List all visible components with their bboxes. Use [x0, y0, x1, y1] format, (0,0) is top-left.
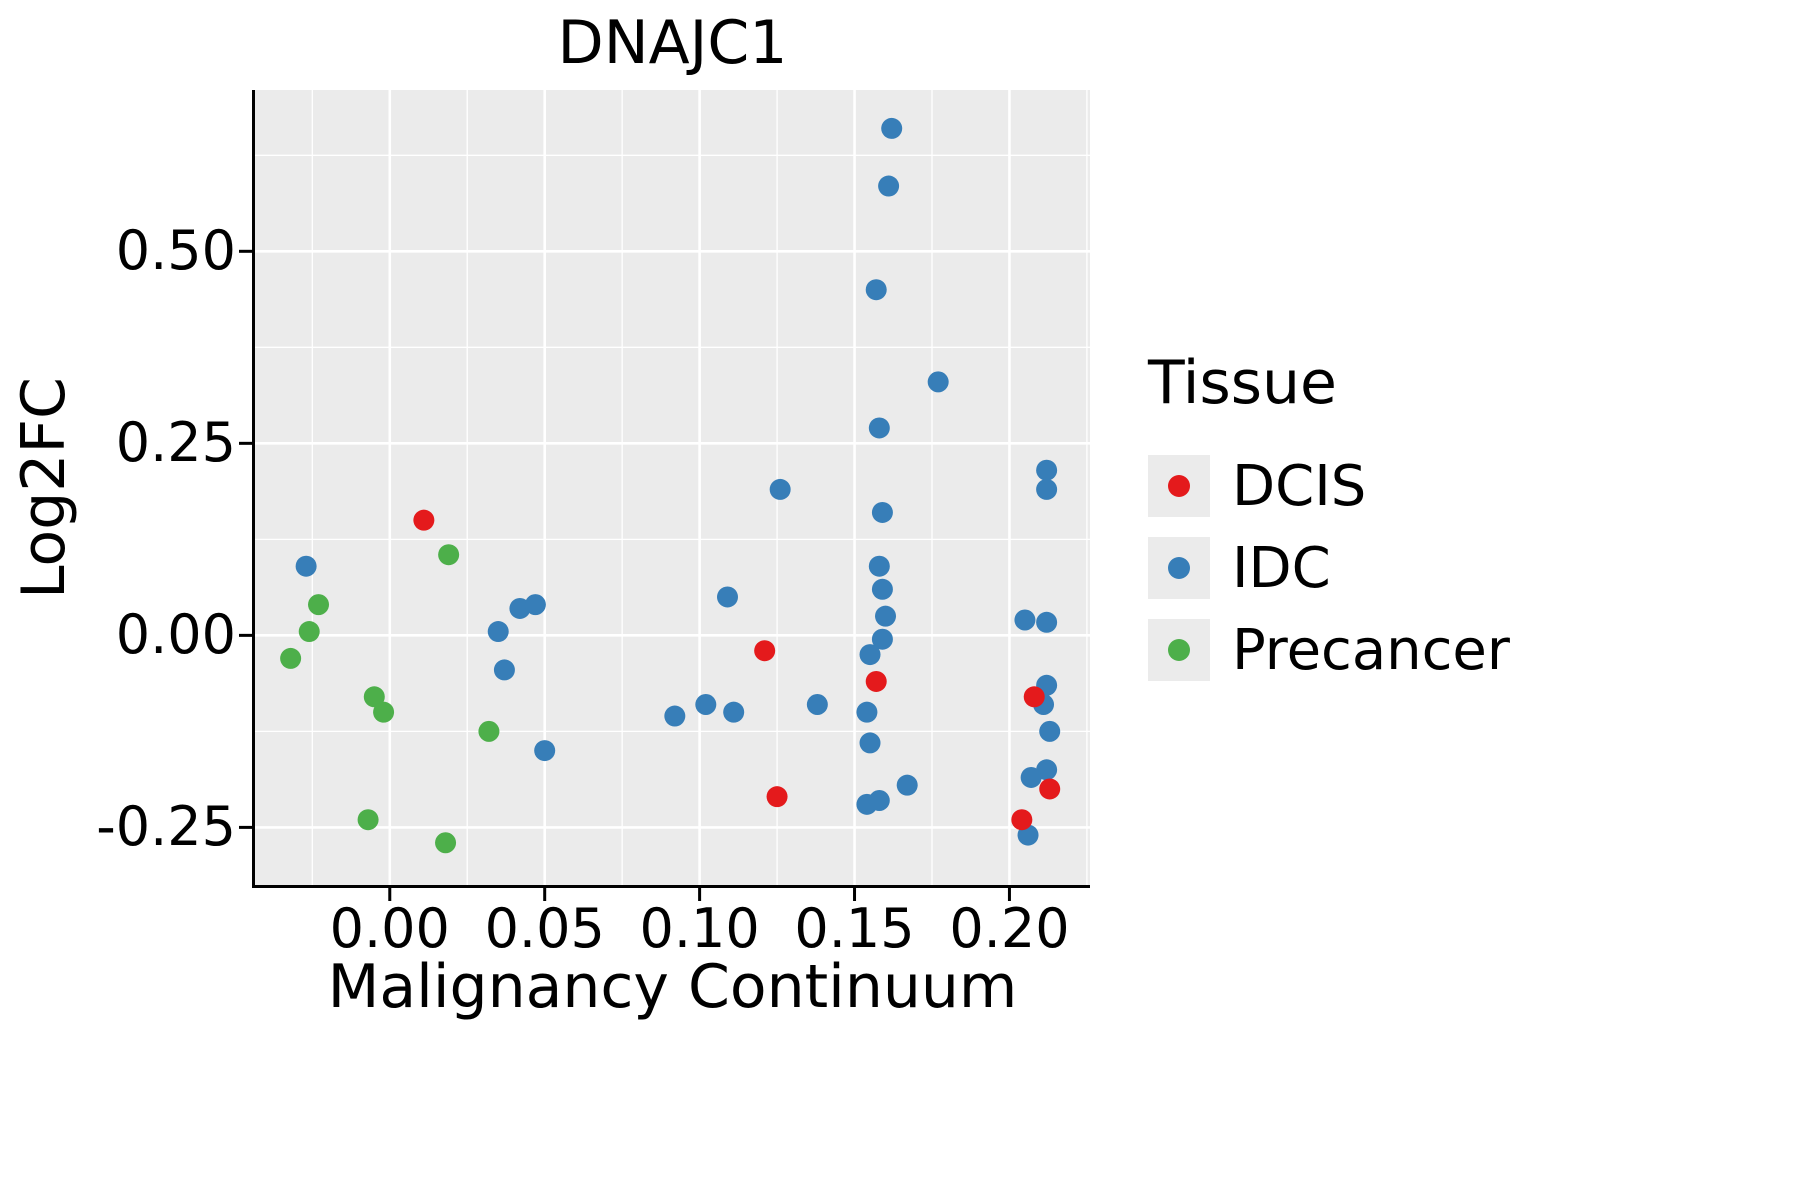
data-point-idc: [1036, 478, 1058, 500]
data-point-idc: [868, 417, 890, 439]
data-point-idc: [871, 628, 893, 650]
y-tick-label: -0.25: [96, 795, 236, 859]
plot-panel: [255, 90, 1090, 885]
data-point-idc: [871, 578, 893, 600]
legend-key: [1148, 455, 1210, 517]
x-tick-label: 0.15: [794, 897, 915, 960]
y-tick-label: 0.00: [115, 603, 236, 667]
data-point-dcis: [1011, 809, 1033, 831]
legend-key: [1148, 619, 1210, 681]
legend-entry-dcis: DCIS: [1148, 448, 1510, 524]
legend-label: DCIS: [1232, 453, 1367, 519]
data-point-idc: [664, 705, 686, 727]
data-point-idc: [868, 790, 890, 812]
data-point-idc: [534, 740, 556, 762]
data-point-dcis: [766, 786, 788, 808]
legend-entry-precancer: Precancer: [1148, 612, 1510, 688]
legend-key: [1148, 537, 1210, 599]
data-point-idc: [695, 693, 717, 715]
data-point-precancer: [298, 621, 320, 643]
data-point-idc: [716, 586, 738, 608]
legend-entry-idc: IDC: [1148, 530, 1510, 606]
legend-dot-icon: [1168, 639, 1190, 661]
data-point-idc: [878, 175, 900, 197]
data-point-idc: [927, 371, 949, 393]
data-point-idc: [859, 644, 881, 666]
data-point-idc: [1036, 611, 1058, 633]
data-point-idc: [1039, 720, 1061, 742]
legend-label: Precancer: [1232, 617, 1510, 683]
data-point-idc: [295, 555, 317, 577]
legend-entries: DCIS IDC Precancer: [1148, 448, 1510, 688]
legend-title: Tissue: [1148, 348, 1337, 418]
data-point-idc: [806, 693, 828, 715]
y-tick-label: 0.50: [115, 219, 236, 283]
data-point-idc: [896, 774, 918, 796]
data-point-idc: [881, 117, 903, 139]
data-point-idc: [1014, 609, 1036, 631]
data-point-dcis: [865, 670, 887, 692]
data-point-precancer: [478, 720, 500, 742]
data-point-idc: [871, 501, 893, 523]
x-tick-label: 0.20: [949, 897, 1070, 960]
data-point-idc: [487, 621, 509, 643]
data-point-dcis: [413, 509, 435, 531]
legend: Tissue DCIS IDC Precancer: [1148, 348, 1510, 694]
data-point-idc: [769, 478, 791, 500]
data-point-dcis: [754, 640, 776, 662]
data-point-precancer: [438, 544, 460, 566]
data-point-dcis: [1039, 778, 1061, 800]
data-point-precancer: [357, 809, 379, 831]
data-point-idc: [856, 701, 878, 723]
data-point-idc: [868, 555, 890, 577]
data-point-idc: [1036, 459, 1058, 481]
x-tick-label: 0.10: [639, 897, 760, 960]
data-point-idc: [1020, 766, 1042, 788]
x-axis-label: Malignancy Continuum: [327, 952, 1018, 1022]
data-point-idc: [865, 279, 887, 301]
data-point-dcis: [1023, 686, 1045, 708]
data-point-idc: [859, 732, 881, 754]
data-point-idc: [723, 701, 745, 723]
data-point-precancer: [363, 686, 385, 708]
data-point-idc: [1036, 759, 1058, 781]
data-point-idc: [524, 594, 546, 616]
legend-dot-icon: [1168, 557, 1190, 579]
data-point-precancer: [373, 701, 395, 723]
data-point-precancer: [280, 647, 302, 669]
data-point-precancer: [435, 832, 457, 854]
legend-label: IDC: [1232, 535, 1331, 601]
legend-dot-icon: [1168, 475, 1190, 497]
plot-title: DNAJC1: [557, 8, 788, 78]
data-point-idc: [493, 659, 515, 681]
x-tick-label: 0.00: [329, 897, 450, 960]
y-tick-label: 0.25: [115, 411, 236, 475]
x-tick-label: 0.05: [484, 897, 605, 960]
data-point-precancer: [308, 594, 330, 616]
data-point-idc: [875, 605, 897, 627]
